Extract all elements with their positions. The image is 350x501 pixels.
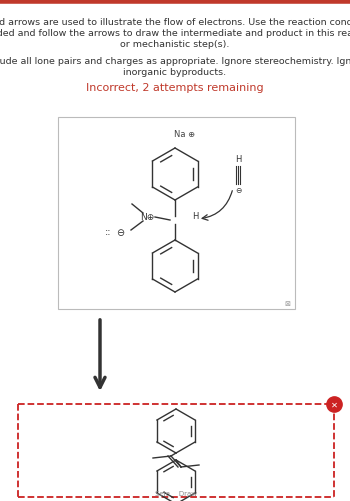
Text: Include all lone pairs and charges as appropriate. Ignore stereochemistry. Ignor: Include all lone pairs and charges as ap… (0, 57, 350, 66)
Text: or mechanistic step(s).: or mechanistic step(s). (120, 40, 230, 49)
Text: Na ⊕: Na ⊕ (174, 130, 196, 139)
Text: ⊠: ⊠ (284, 301, 290, 307)
Text: ⊖: ⊖ (235, 186, 241, 195)
Text: inorganic byproducts.: inorganic byproducts. (124, 68, 226, 77)
Text: ✕: ✕ (330, 400, 337, 409)
Text: N⊕: N⊕ (140, 213, 154, 222)
Text: H: H (235, 155, 241, 164)
Text: provided and follow the arrows to draw the intermediate and product in this reac: provided and follow the arrows to draw t… (0, 29, 350, 38)
Text: Sele    Draw: Sele Draw (155, 490, 197, 496)
Text: ⊖: ⊖ (116, 227, 124, 237)
Text: Curved arrows are used to illustrate the flow of electrons. Use the reaction con: Curved arrows are used to illustrate the… (0, 18, 350, 27)
Bar (58, 118, 295, 310)
Text: ::: :: (105, 226, 111, 236)
Text: H: H (192, 212, 198, 221)
Text: Incorrect, 2 attempts remaining: Incorrect, 2 attempts remaining (86, 83, 264, 93)
